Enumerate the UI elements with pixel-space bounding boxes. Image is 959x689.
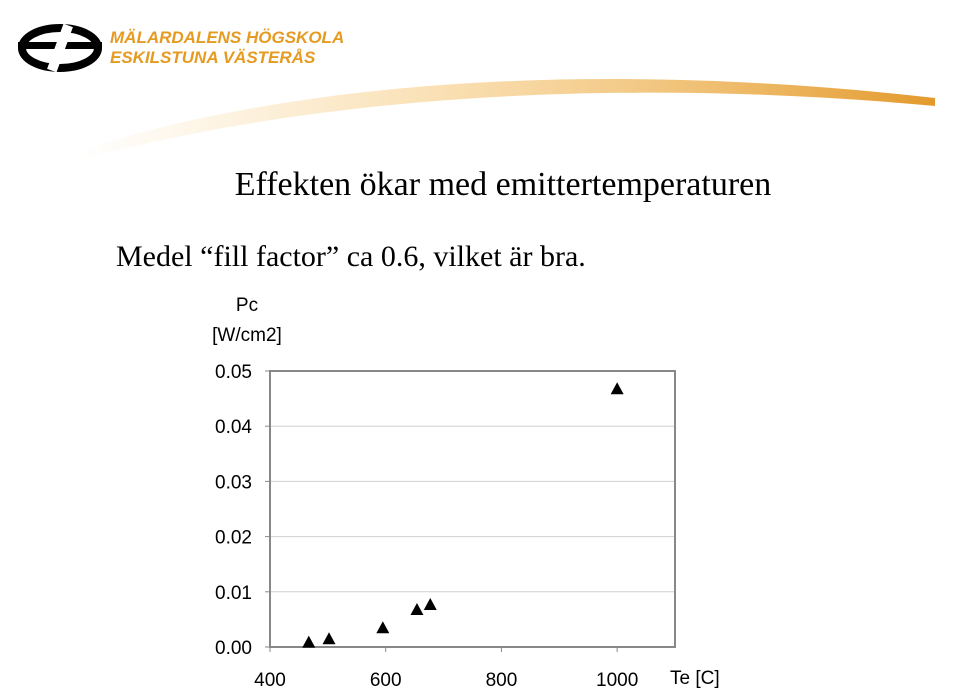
- y-axis-label: Pc: [236, 295, 258, 316]
- point: [376, 621, 390, 634]
- slide-subtitle: Medel “fill factor” ca 0.6, vilket är br…: [116, 240, 586, 273]
- x-axis-label: Te [C]: [670, 668, 720, 689]
- point: [302, 635, 316, 648]
- point: [410, 603, 424, 616]
- point: [322, 632, 336, 645]
- swoosh: [80, 79, 935, 160]
- y-tick-label: 0.03: [215, 472, 252, 493]
- chart: 0.00 0.01 0.02 0.03 0.04 0.05 400 600 800 1000 Pc […: [212, 295, 719, 689]
- x-tick-label: 600: [370, 670, 402, 689]
- y-tick-label: 0.00: [215, 638, 252, 659]
- x-tick-label: 1000: [596, 670, 638, 689]
- logo: [18, 23, 102, 73]
- logo-text: MÄLARDALENS HÖGSKOLA: [110, 28, 344, 47]
- y-tick-label: 0.05: [215, 362, 252, 383]
- y-tick-label: 0.02: [215, 528, 252, 549]
- y-tick-label: 0.01: [215, 583, 252, 604]
- point: [610, 382, 624, 395]
- y-tick-label: 0.04: [215, 417, 252, 438]
- logo-text: ESKILSTUNA VÄSTERÅS: [110, 48, 316, 67]
- x-tick-label: 800: [486, 670, 518, 689]
- slide-title: Effekten ökar med emittertemperaturen: [235, 166, 772, 203]
- y-axis-label: [W/cm2]: [212, 325, 282, 346]
- x-tick-label: 400: [254, 670, 286, 689]
- point: [423, 598, 437, 611]
- plot-frame: [269, 370, 676, 648]
